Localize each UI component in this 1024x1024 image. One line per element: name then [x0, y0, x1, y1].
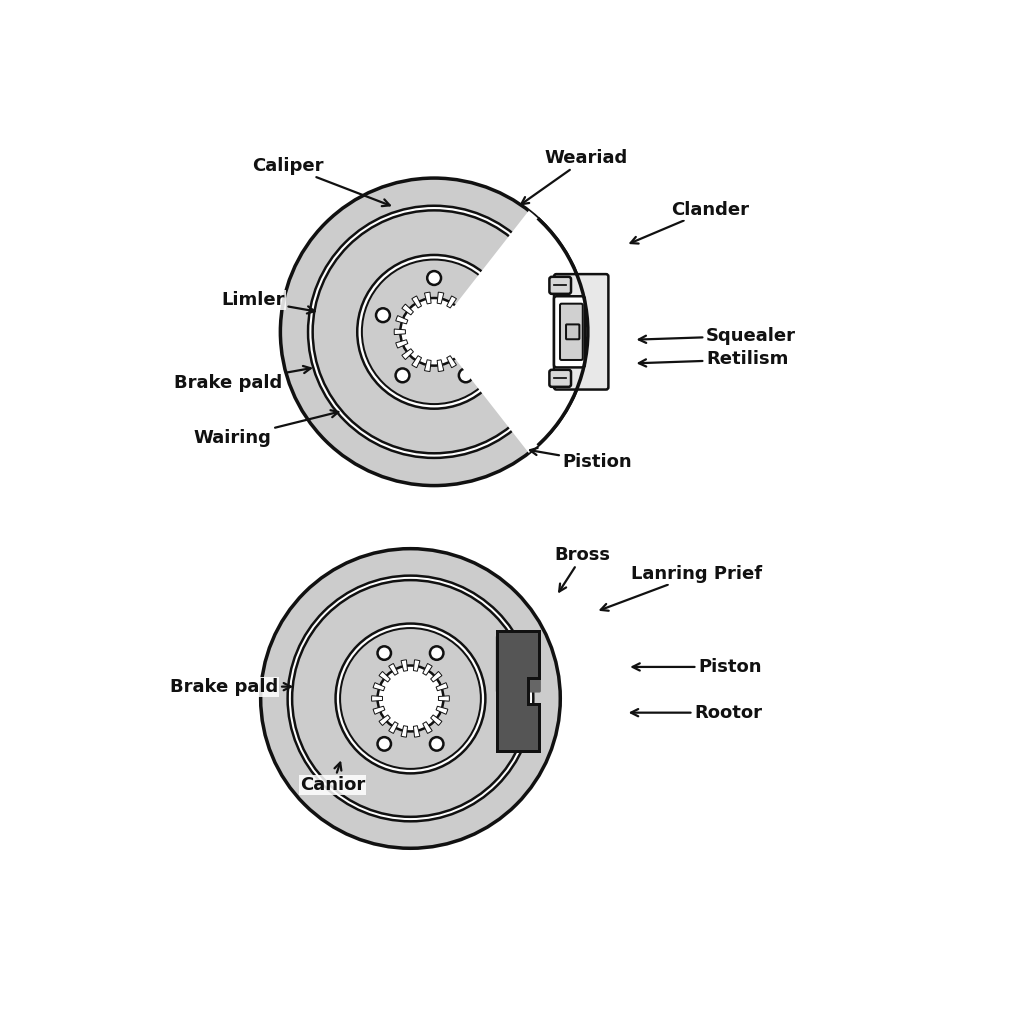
- Polygon shape: [414, 726, 420, 737]
- Text: Lanring Prief: Lanring Prief: [601, 565, 763, 610]
- Text: Weariad: Weariad: [521, 150, 628, 204]
- Circle shape: [361, 259, 507, 404]
- Polygon shape: [446, 355, 457, 368]
- Polygon shape: [395, 340, 408, 348]
- Text: Pistion: Pistion: [530, 447, 632, 471]
- Polygon shape: [395, 315, 408, 324]
- Polygon shape: [414, 659, 420, 672]
- FancyBboxPatch shape: [550, 276, 571, 294]
- Text: Limler: Limler: [221, 291, 314, 313]
- Circle shape: [459, 369, 473, 382]
- Wedge shape: [434, 211, 588, 453]
- Text: Caliper: Caliper: [252, 158, 390, 206]
- Polygon shape: [436, 683, 447, 691]
- Text: Wairing: Wairing: [194, 411, 338, 447]
- FancyBboxPatch shape: [554, 296, 585, 368]
- Polygon shape: [401, 659, 408, 672]
- Text: Retilism: Retilism: [639, 350, 788, 369]
- FancyBboxPatch shape: [566, 325, 580, 339]
- Circle shape: [357, 255, 511, 409]
- Circle shape: [478, 308, 493, 323]
- Circle shape: [376, 308, 390, 323]
- FancyBboxPatch shape: [554, 274, 608, 389]
- Polygon shape: [423, 664, 432, 675]
- Polygon shape: [436, 707, 447, 715]
- Polygon shape: [373, 707, 385, 715]
- Polygon shape: [431, 715, 442, 725]
- Text: Rootor: Rootor: [631, 703, 762, 722]
- Polygon shape: [446, 296, 457, 308]
- Circle shape: [261, 549, 560, 848]
- Polygon shape: [401, 349, 414, 359]
- Circle shape: [400, 298, 468, 366]
- Circle shape: [336, 624, 485, 773]
- Polygon shape: [389, 664, 398, 675]
- Polygon shape: [372, 695, 383, 701]
- Circle shape: [281, 178, 588, 485]
- Circle shape: [430, 646, 443, 659]
- Circle shape: [312, 210, 556, 454]
- Circle shape: [427, 271, 441, 285]
- Circle shape: [288, 575, 534, 821]
- Polygon shape: [498, 631, 540, 751]
- FancyBboxPatch shape: [550, 370, 571, 387]
- Polygon shape: [373, 683, 385, 691]
- Polygon shape: [389, 722, 398, 733]
- Text: Canior: Canior: [300, 763, 366, 795]
- Circle shape: [340, 628, 481, 769]
- Circle shape: [378, 737, 391, 751]
- Polygon shape: [498, 631, 540, 751]
- Text: Brake pald: Brake pald: [170, 678, 291, 695]
- Polygon shape: [412, 355, 422, 368]
- Polygon shape: [401, 304, 414, 315]
- Polygon shape: [461, 315, 472, 324]
- FancyBboxPatch shape: [560, 304, 583, 360]
- Circle shape: [430, 737, 443, 751]
- Circle shape: [378, 646, 391, 659]
- Text: Bross: Bross: [555, 546, 610, 592]
- Polygon shape: [425, 292, 431, 304]
- Polygon shape: [379, 715, 390, 725]
- Text: Clander: Clander: [631, 201, 749, 244]
- Text: Piston: Piston: [633, 658, 762, 676]
- Polygon shape: [463, 329, 474, 335]
- Polygon shape: [431, 672, 442, 682]
- Polygon shape: [394, 329, 406, 335]
- Circle shape: [292, 581, 528, 817]
- Text: Brake pald: Brake pald: [174, 366, 310, 392]
- Polygon shape: [438, 695, 450, 701]
- Polygon shape: [455, 349, 466, 359]
- Polygon shape: [379, 672, 390, 682]
- Polygon shape: [425, 359, 431, 372]
- Circle shape: [395, 369, 410, 382]
- Circle shape: [308, 206, 560, 458]
- Polygon shape: [423, 722, 432, 733]
- Polygon shape: [437, 292, 443, 304]
- Text: Squealer: Squealer: [639, 327, 796, 345]
- Circle shape: [378, 666, 443, 731]
- FancyBboxPatch shape: [496, 636, 541, 692]
- Polygon shape: [412, 296, 422, 308]
- Polygon shape: [461, 340, 472, 348]
- Polygon shape: [437, 359, 443, 372]
- Polygon shape: [455, 304, 466, 315]
- FancyBboxPatch shape: [488, 631, 521, 751]
- Polygon shape: [401, 726, 408, 737]
